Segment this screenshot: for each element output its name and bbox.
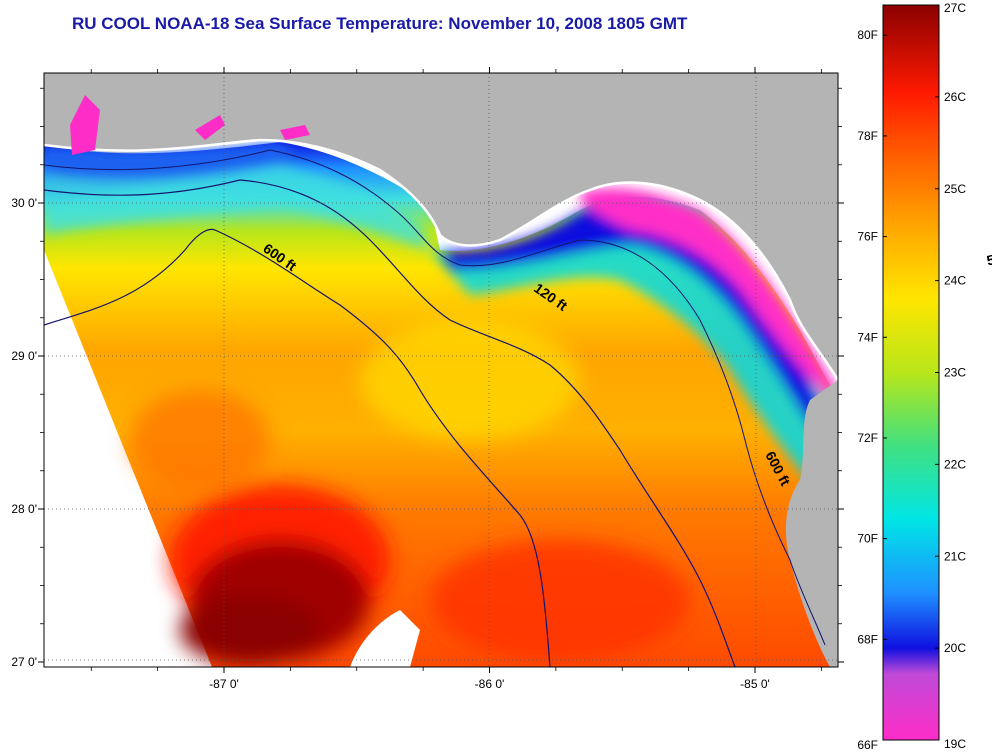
longitude-axis: -88 0'-87 0'-86 0'-85 0'-84 0'-83 0'	[90, 67, 822, 691]
colorbar-f-label: 76F	[857, 230, 878, 244]
plot-frame	[43, 72, 839, 668]
map-title: RU COOL NOAA-18 Sea Surface Temperature:…	[72, 14, 688, 33]
lat-tick-label: 29 0'	[11, 349, 37, 363]
colorbar-c-label: 23C	[944, 366, 966, 380]
lat-tick-label: 27 0'	[11, 655, 37, 669]
colorbar-f-label: 66F	[857, 738, 878, 752]
contour-50ft	[44, 149, 826, 646]
lon-tick-label: -86 0'	[475, 677, 505, 691]
colorbar-c-label: 27C	[944, 1, 966, 15]
lat-tick-label: 30 0'	[11, 196, 37, 210]
colorbar-f-label: 68F	[857, 632, 878, 646]
graticule	[44, 73, 838, 667]
colorbar-c-label: 25C	[944, 182, 966, 196]
colorbar-c-label: 20C	[944, 641, 966, 655]
land-peninsula	[785, 380, 838, 667]
lon-tick-label: -85 0'	[740, 677, 770, 691]
colorbar-f-label: 72F	[857, 431, 878, 445]
colorbar-f-label: 80F	[857, 28, 878, 42]
contour-120ft	[44, 179, 736, 667]
land-north	[44, 73, 838, 380]
colorbar-c-label: 24C	[944, 274, 966, 288]
lon-tick-label: -87 0'	[209, 677, 239, 691]
colorbar-c-label: 19C	[944, 737, 966, 751]
contour-label: 50 ft	[985, 247, 992, 269]
colorbar-c-label: 22C	[944, 457, 966, 471]
colorbar-c-label: 21C	[944, 549, 966, 563]
colorbar-f-label: 70F	[857, 532, 878, 546]
colorbar-fahrenheit-labels: 80F 78F 76F 74F 72F 70F 68F 66F	[857, 28, 887, 752]
contour-600ft	[44, 228, 551, 667]
latitude-axis: 30 0' 29 0' 28 0' 27 0'	[11, 87, 844, 669]
colorbar-c-label: 26C	[944, 90, 966, 104]
colorbar-f-label: 78F	[857, 129, 878, 143]
lat-tick-label: 28 0'	[11, 502, 37, 516]
colorbar-f-label: 74F	[857, 330, 878, 344]
colorbar-celsius-labels: 27C 26C 25C 24C 23C 22C 21C 20C 19C	[935, 1, 966, 751]
colorbar	[882, 4, 940, 741]
